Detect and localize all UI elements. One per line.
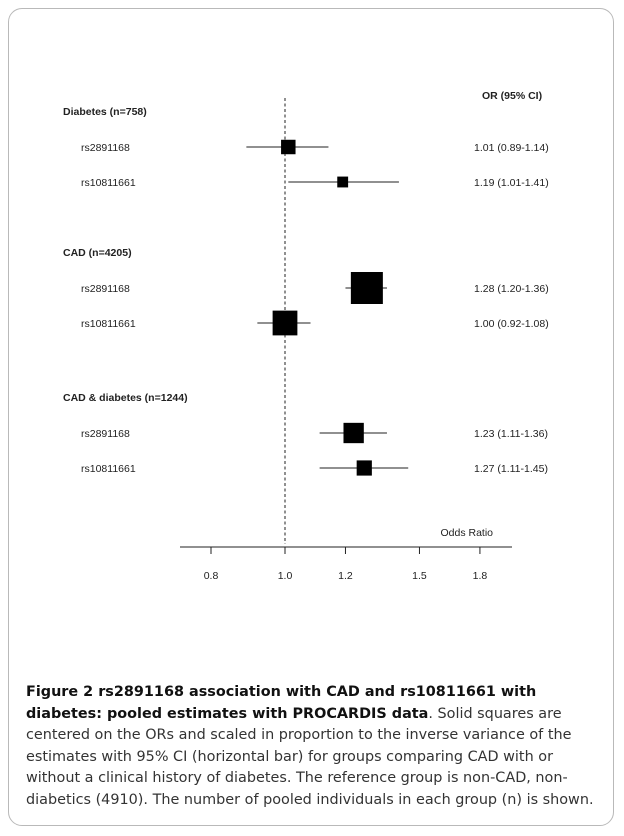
x-tick-label: 1.8 (473, 570, 488, 582)
forest-plot: OR (95% CI)Diabetes (n=758)rs2891168 1.01… (63, 90, 549, 582)
x-axis-label: Odds Ratio (440, 527, 493, 539)
estimate-square (281, 139, 296, 155)
row-label: rs10811661 (81, 463, 136, 475)
row-label: rs2891168 (81, 142, 130, 154)
ci-value: 1.00 (0.92-1.08) (474, 318, 549, 330)
ci-value: 1.27 (1.11-1.45) (474, 463, 548, 475)
figure-label: Figure 2 (26, 684, 94, 700)
figure-caption-body: . Solid squares are centered on the ORs … (26, 705, 594, 808)
figure-caption: Figure 2 rs2891168 association with CAD … (26, 682, 606, 811)
estimate-square (356, 460, 372, 476)
ci-column-header: OR (95% CI) (482, 90, 542, 102)
row-label: rs2891168 (81, 283, 130, 295)
estimate-square (343, 422, 364, 444)
ci-value: 1.01 (0.89-1.14) (474, 142, 549, 154)
x-tick-label: 1.0 (278, 570, 293, 582)
estimate-square (350, 272, 383, 304)
ci-value: 1.28 (1.20-1.36) (474, 283, 549, 295)
ci-value: 1.23 (1.11-1.36) (474, 428, 548, 440)
group-label: CAD (n=4205) (63, 247, 132, 259)
row-label: rs10811661 (81, 318, 136, 330)
group-label: CAD & diabetes (n=1244) (63, 392, 188, 404)
row-label: rs10811661 (81, 177, 136, 189)
row-label: rs2891168 (81, 428, 130, 440)
ci-value: 1.19 (1.01-1.41) (474, 177, 549, 189)
estimate-square (272, 310, 298, 336)
x-tick-label: 1.2 (338, 570, 353, 582)
estimate-square (337, 176, 349, 188)
figure-title: rs2891168 association with CAD and rs108… (26, 684, 537, 722)
figure-card (8, 8, 614, 826)
x-tick-label: 0.8 (204, 570, 219, 582)
x-tick-label: 1.5 (412, 570, 427, 582)
group-label: Diabetes (n=758) (63, 106, 147, 118)
